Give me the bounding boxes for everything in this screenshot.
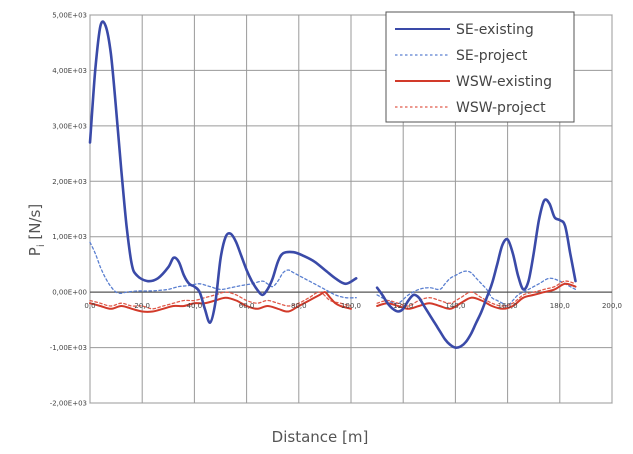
series-line-se-project-segment-1 — [89, 241, 357, 299]
x-tick-label-5: 100,0 — [341, 302, 361, 310]
x-tick-label-2: 40,0 — [187, 302, 203, 310]
legend-label-se-existing: SE-existing — [456, 22, 534, 38]
y-axis-title-unit: [N/s] — [26, 204, 44, 245]
series-line-wsw-project-segment-1 — [89, 291, 352, 310]
series-layer — [88, 20, 577, 349]
y-tick-label-3: 1,00E+03 — [52, 233, 87, 241]
y-tick-label-7: 5,00E+03 — [52, 12, 87, 20]
series-line-se-project-segment-2 — [376, 270, 577, 307]
y-tick-label-4: 2,00E+03 — [52, 178, 87, 186]
y-tick-label-6: 4,00E+03 — [52, 67, 87, 75]
y-tick-label-2: 0,00E+00 — [52, 289, 87, 297]
y-tick-label-1: -1,00E+03 — [50, 344, 87, 352]
series-line-se-existing-segment-1 — [88, 20, 358, 324]
x-tick-label-1: 20,0 — [134, 302, 150, 310]
legend-label-wsw-project: WSW-project — [456, 100, 546, 116]
y-tick-label-5: 3,00E+03 — [52, 122, 87, 130]
y-tick-label-0: -2,00E+03 — [50, 400, 87, 408]
series-line-wsw-existing-segment-2 — [376, 282, 577, 310]
tick-labels: 0,0 20,0 40,0 60,0 80,0 100,0 120,0 140,0 160,0 1… — [50, 12, 622, 408]
series-line-wsw-project-segment-2 — [376, 280, 577, 307]
legend-label-wsw-existing: WSW-existing — [456, 74, 552, 90]
x-tick-label-0: 0,0 — [84, 302, 95, 310]
y-axis-title-sub: i — [36, 244, 47, 247]
y-axis-title: Pi [N/s] — [26, 204, 47, 256]
legend: SE-existing SE-project WSW-existing WSW-pro… — [385, 11, 575, 123]
series-line-se-existing-segment-2 — [375, 198, 577, 349]
x-tick-label-6: 120,0 — [393, 302, 413, 310]
x-tick-label-7: 140,0 — [445, 302, 465, 310]
legend-label-se-project: SE-project — [456, 48, 528, 64]
x-tick-label-4: 80,0 — [291, 302, 307, 310]
legend-box — [385, 11, 575, 123]
x-tick-label-9: 180,0 — [550, 302, 570, 310]
y-axis-title-main: P — [26, 247, 44, 256]
x-tick-label-8: 160,0 — [498, 302, 518, 310]
x-tick-label-10: 200,0 — [602, 302, 622, 310]
x-axis-title: Distance [m] — [272, 428, 369, 446]
series-line-wsw-existing-segment-1 — [89, 291, 352, 313]
x-tick-label-3: 60,0 — [239, 302, 255, 310]
